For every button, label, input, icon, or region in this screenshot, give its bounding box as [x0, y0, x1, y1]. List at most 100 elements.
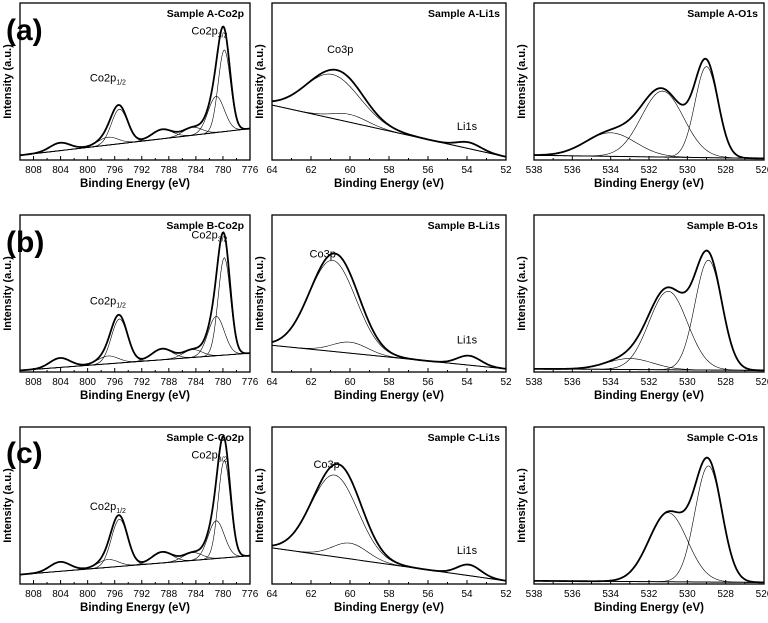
annotation-base: Co3p	[313, 459, 339, 471]
x-tick-label: 526	[756, 377, 768, 388]
x-tick-label: 536	[564, 165, 581, 176]
annotation-base: Co2p	[191, 230, 217, 242]
x-tick-label: 64	[266, 165, 278, 176]
x-tick-label: 784	[188, 165, 205, 176]
annotation-subscript: 3/2	[218, 32, 228, 39]
x-tick-label: 796	[106, 589, 123, 600]
y-axis-label: Intensity (a.u.)	[516, 44, 528, 119]
x-tick-label: 530	[679, 589, 696, 600]
peak-annotation: Co2p3/2	[191, 25, 227, 39]
fit-component	[271, 73, 507, 158]
fit-component	[19, 127, 251, 156]
x-tick-label: 534	[602, 589, 619, 600]
envelope-curve	[533, 57, 765, 160]
x-tick-label: 800	[79, 589, 96, 600]
x-axis-label: Binding Energy (eV)	[594, 178, 704, 190]
x-axis-label: Binding Energy (eV)	[334, 178, 444, 190]
y-axis-label: Intensity (a.u.)	[254, 256, 266, 331]
annotation-subscript: 1/2	[116, 80, 126, 87]
x-tick-label: 54	[461, 589, 473, 600]
x-axis-label: Binding Energy (eV)	[594, 390, 704, 402]
x-tick-label: 788	[160, 165, 177, 176]
x-tick-label: 532	[641, 165, 658, 176]
plot-title: Sample A-Li1s	[428, 8, 500, 20]
fit-component	[19, 316, 251, 371]
y-axis-label: Intensity (a.u.)	[516, 468, 528, 543]
plot-frame	[19, 214, 251, 373]
x-tick-label: 58	[383, 165, 395, 176]
x-tick-label: 528	[717, 165, 734, 176]
fit-component	[271, 260, 507, 370]
envelope-curve	[271, 463, 507, 582]
x-tick-label: 800	[79, 377, 96, 388]
x-tick-label: 538	[526, 377, 543, 388]
annotation-base: Co3p	[327, 44, 353, 56]
peak-annotation: Co3p	[327, 44, 353, 56]
x-tick-label: 52	[500, 377, 512, 388]
x-tick-label: 792	[133, 589, 150, 600]
fit-component	[533, 90, 765, 159]
x-tick-label: 56	[422, 377, 434, 388]
x-tick-label: 788	[160, 589, 177, 600]
peak-annotation: Co3p	[310, 248, 336, 260]
x-tick-label: 808	[25, 165, 42, 176]
plot-frame	[271, 426, 507, 585]
y-axis-label: Intensity (a.u.)	[516, 256, 528, 331]
x-tick-label: 808	[25, 377, 42, 388]
x-tick-label: 54	[461, 165, 473, 176]
y-axis-label: Intensity (a.u.)	[254, 468, 266, 543]
plot-sample-b-o1s: 538 536 534 532 530 528 526 Binding Energy (eV)…	[516, 214, 768, 402]
x-tick-label: 64	[266, 589, 278, 600]
panel-label-b: (b)	[6, 226, 44, 259]
x-tick-label: 538	[526, 589, 543, 600]
plot-title: Sample A-Co2p	[167, 8, 244, 20]
x-tick-label: 60	[344, 589, 356, 600]
panel-label-a: (a)	[6, 14, 43, 47]
envelope-curve	[271, 252, 507, 370]
x-tick-label: 532	[641, 589, 658, 600]
x-tick-label: 804	[52, 377, 69, 388]
x-tick-label: 776	[242, 377, 259, 388]
fit-component	[19, 552, 251, 575]
y-axis-label: Intensity (a.u.)	[2, 468, 14, 543]
x-tick-label: 58	[383, 377, 395, 388]
plot-sample-a-li1s: 64 62 60 58 56 54 52 Binding Energy (eV) Intensi…	[254, 2, 512, 190]
plot-title: Sample C-Li1s	[428, 432, 501, 444]
fit-component	[19, 318, 251, 371]
peak-annotation: Co2p1/2	[90, 73, 126, 87]
x-tick-label: 804	[52, 165, 69, 176]
x-axis-label: Binding Energy (eV)	[334, 390, 444, 402]
annotation-base: Co2p	[90, 501, 116, 513]
panel-label-c: (c)	[6, 437, 43, 470]
x-tick-label: 526	[756, 165, 768, 176]
envelope-curve	[19, 25, 251, 157]
plot-title: Sample A-O1s	[687, 8, 758, 20]
x-tick-label: 784	[188, 377, 205, 388]
x-tick-label: 780	[215, 377, 232, 388]
plot-title: Sample B-Li1s	[428, 220, 501, 232]
annotation-subscript: 3/2	[218, 456, 228, 463]
x-tick-label: 528	[717, 589, 734, 600]
plot-sample-c-co2p: 808 804 800 796 792 788 784 780 776 Binding Energ…	[2, 426, 259, 614]
annotation-subscript: 3/2	[218, 237, 228, 244]
plot-sample-a-o1s: 538 536 534 532 530 528 526 Binding Energy (eV)…	[516, 2, 768, 190]
x-tick-label: 796	[106, 377, 123, 388]
plot-sample-a-co2p: 808 804 800 796 792 788 784 780 776 Binding Energ…	[2, 2, 259, 190]
plot-title: Sample B-Co2p	[166, 220, 244, 232]
annotation-base: Co2p	[191, 449, 217, 461]
fit-component	[271, 104, 507, 158]
plot-sample-b-li1s: 64 62 60 58 56 54 52 Binding Energy (eV) Intensi…	[254, 214, 512, 402]
x-tick-label: 52	[500, 589, 512, 600]
x-tick-label: 776	[242, 589, 259, 600]
x-tick-label: 64	[266, 377, 278, 388]
x-tick-label: 808	[25, 589, 42, 600]
annotation-subscript: 1/2	[116, 302, 126, 309]
envelope-curve	[533, 456, 765, 584]
y-axis-label: Intensity (a.u.)	[2, 256, 14, 331]
x-axis-label: Binding Energy (eV)	[594, 602, 704, 614]
x-tick-label: 536	[564, 377, 581, 388]
x-tick-label: 800	[79, 165, 96, 176]
plot-title: Sample B-O1s	[687, 220, 758, 232]
plot-frame	[533, 214, 765, 373]
